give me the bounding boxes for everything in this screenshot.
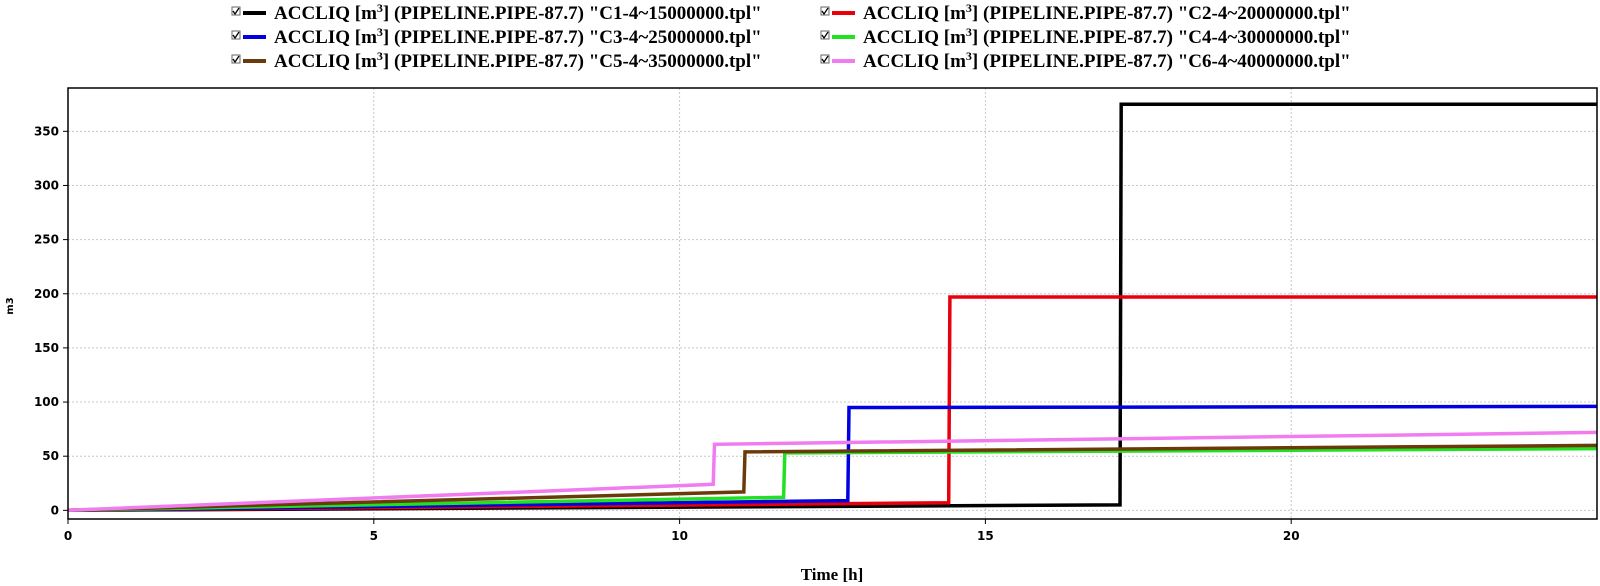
series-line-6 (67, 430, 1598, 513)
x-tick-label: 5 (370, 529, 378, 543)
x-tick-label: 0 (64, 529, 72, 543)
y-tick-label: 250 (34, 233, 59, 247)
checkmark-icon (232, 55, 240, 64)
legend-item-2[interactable]: ACCLIQ [m3] (PIPELINE.PIPE-87.7) "C2-4~2… (820, 1, 1351, 24)
checkmark-icon (821, 7, 829, 16)
y-tick-label: 350 (34, 124, 59, 138)
legend-checkbox[interactable] (231, 6, 241, 16)
legend-label: ACCLIQ [m3] (PIPELINE.PIPE-87.7) "C1-4~1… (274, 1, 762, 24)
grid-lines (68, 88, 1597, 519)
checkmark-icon (232, 7, 240, 16)
checkmark-icon (821, 55, 829, 64)
checkmark-icon (232, 31, 240, 40)
legend-checkbox[interactable] (820, 30, 830, 40)
legend-item-1[interactable]: ACCLIQ [m3] (PIPELINE.PIPE-87.7) "C1-4~1… (231, 1, 762, 24)
series-lines (67, 102, 1598, 513)
series-line-4 (67, 446, 1598, 513)
legend-label: ACCLIQ [m3] (PIPELINE.PIPE-87.7) "C5-4~3… (274, 49, 762, 72)
legend-checkbox[interactable] (820, 6, 830, 16)
legend-label: ACCLIQ [m3] (PIPELINE.PIPE-87.7) "C4-4~3… (863, 25, 1351, 48)
y-tick-label: 50 (42, 449, 59, 463)
legend-checkbox[interactable] (820, 54, 830, 64)
plot-area-frame (67, 87, 1598, 520)
legend-checkbox[interactable] (231, 54, 241, 64)
legend-label: ACCLIQ [m3] (PIPELINE.PIPE-87.7) "C3-4~2… (274, 25, 762, 48)
legend: ACCLIQ [m3] (PIPELINE.PIPE-87.7) "C1-4~1… (231, 1, 1351, 72)
legend-label: ACCLIQ [m3] (PIPELINE.PIPE-87.7) "C2-4~2… (863, 1, 1351, 24)
legend-item-3[interactable]: ACCLIQ [m3] (PIPELINE.PIPE-87.7) "C3-4~2… (231, 25, 762, 48)
legend-label: ACCLIQ [m3] (PIPELINE.PIPE-87.7) "C6-4~4… (863, 49, 1351, 72)
legend-checkbox[interactable] (231, 30, 241, 40)
series-line-2 (67, 295, 1597, 513)
series-line-5 (67, 443, 1598, 513)
y-tick-label: 150 (34, 341, 59, 355)
y-tick-label: 300 (34, 178, 59, 192)
checkmark-icon (821, 31, 829, 40)
legend-item-5[interactable]: ACCLIQ [m3] (PIPELINE.PIPE-87.7) "C5-4~3… (231, 49, 762, 72)
y-axis-title: m3 (5, 297, 16, 314)
y-tick-label: 100 (34, 395, 59, 409)
x-tick-label: 20 (1283, 529, 1300, 543)
legend-item-6[interactable]: ACCLIQ [m3] (PIPELINE.PIPE-87.7) "C6-4~4… (820, 49, 1351, 72)
y-tick-label: 0 (51, 503, 59, 517)
series-line-1 (67, 102, 1597, 513)
x-tick-label: 10 (671, 529, 688, 543)
series-line-3 (67, 404, 1598, 513)
legend-item-4[interactable]: ACCLIQ [m3] (PIPELINE.PIPE-87.7) "C4-4~3… (820, 25, 1351, 48)
x-tick-label: 15 (977, 529, 994, 543)
y-tick-label: 200 (34, 287, 59, 301)
x-axis-title: Time [h] (801, 565, 864, 584)
